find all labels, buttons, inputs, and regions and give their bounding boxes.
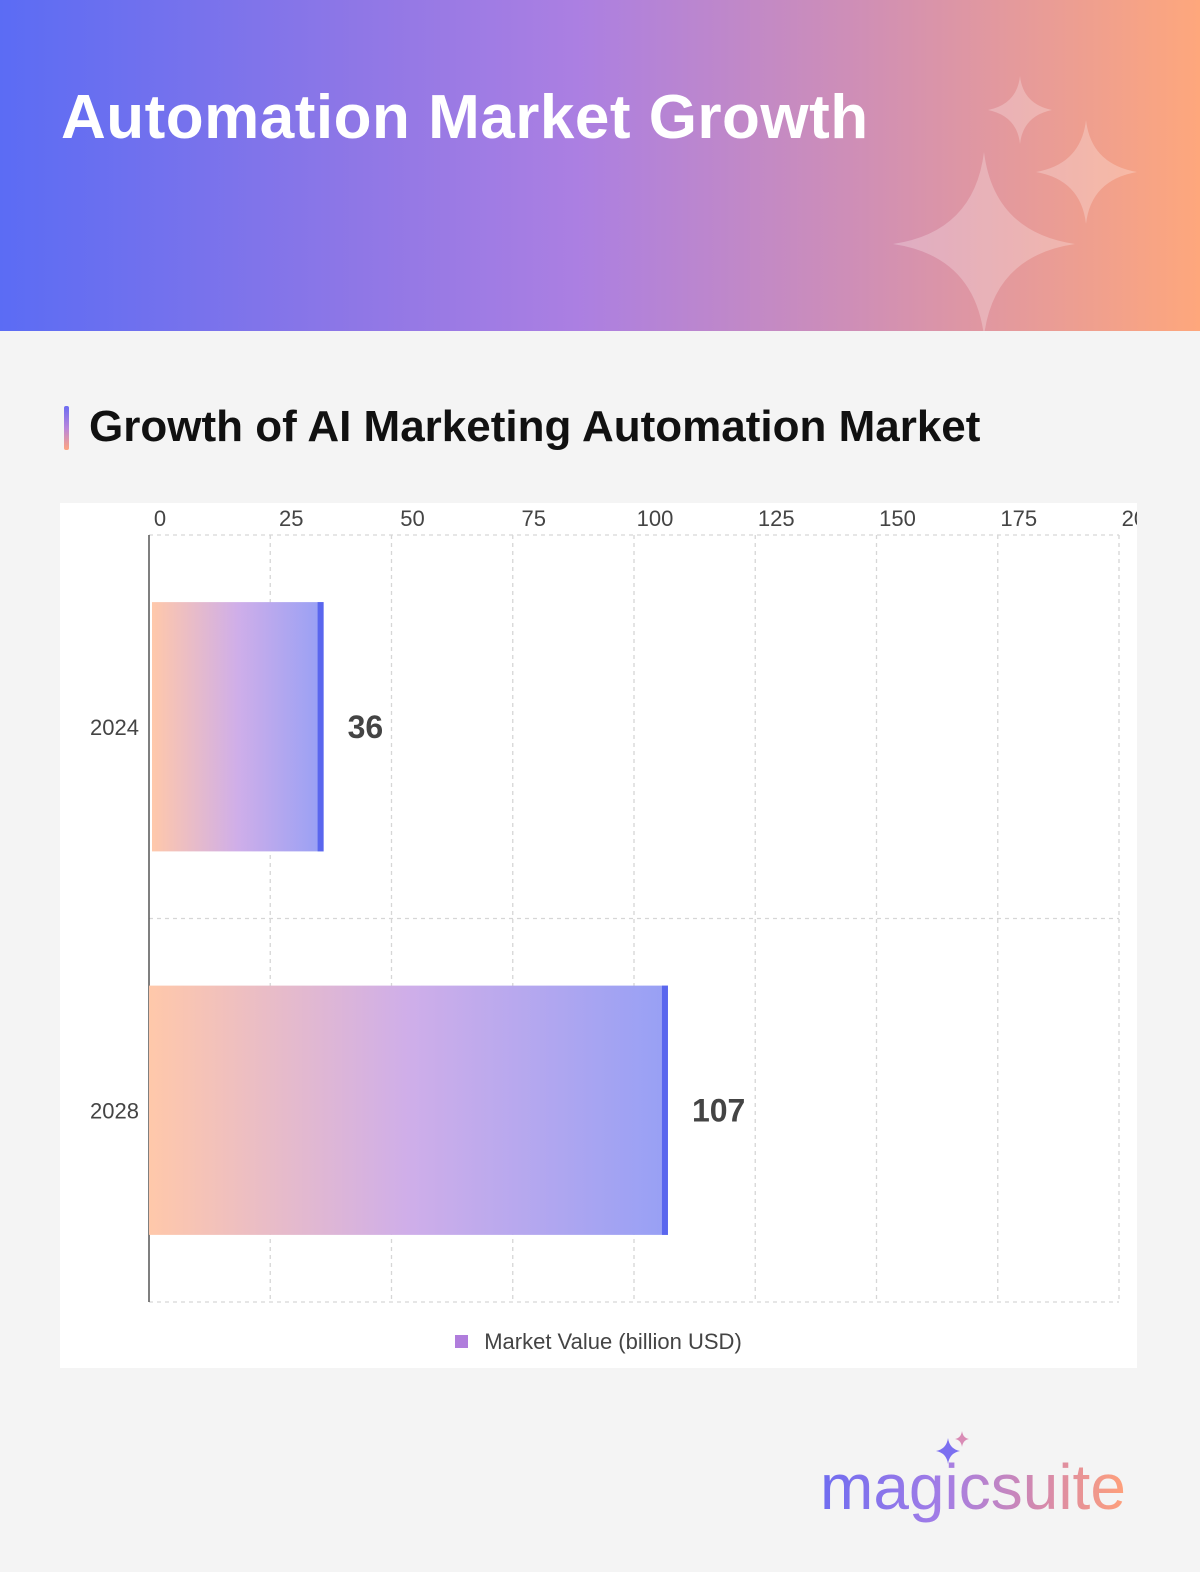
- section-accent-bar: [64, 406, 69, 450]
- y-category-label: 2024: [90, 715, 139, 740]
- sparkles-icon: [893, 76, 1137, 331]
- y-category-label: 2028: [90, 1098, 139, 1123]
- legend: Market Value (billion USD): [60, 1329, 1137, 1355]
- legend-label: Market Value (billion USD): [484, 1329, 742, 1354]
- x-tick-label: 100: [637, 506, 674, 531]
- bar: [149, 985, 668, 1235]
- chart-card: 0 25 50 75 100 125 150 175 200 2024 36 2028 107 Mark…: [60, 503, 1137, 1368]
- x-tick-label: 175: [1000, 506, 1037, 531]
- x-tick-label: 50: [400, 506, 424, 531]
- header-banner: Automation Market Growth: [0, 0, 1200, 331]
- bar-edge: [317, 602, 324, 852]
- brand-logo: magicsuite: [820, 1428, 1140, 1528]
- bar-chart: 0 25 50 75 100 125 150 175 200 2024 36 2028 107: [90, 506, 1137, 1303]
- x-tick-label: 125: [758, 506, 795, 531]
- x-tick-label: 150: [879, 506, 916, 531]
- data-label: 107: [692, 1092, 745, 1128]
- x-tick-label: 0: [154, 506, 166, 531]
- logo-wordmark: magicsuite: [820, 1451, 1126, 1523]
- x-tick-label: 25: [279, 506, 303, 531]
- chart-title: Growth of AI Marketing Automation Market: [89, 402, 981, 451]
- x-tick-label: 75: [522, 506, 546, 531]
- sparkle-logo-icon: [936, 1431, 969, 1464]
- bar-edge: [661, 985, 668, 1235]
- bar: [152, 602, 324, 852]
- x-tick-label: 200: [1122, 506, 1137, 531]
- data-label: 36: [348, 709, 384, 745]
- legend-swatch: [455, 1335, 469, 1348]
- page-title: Automation Market Growth: [61, 83, 869, 152]
